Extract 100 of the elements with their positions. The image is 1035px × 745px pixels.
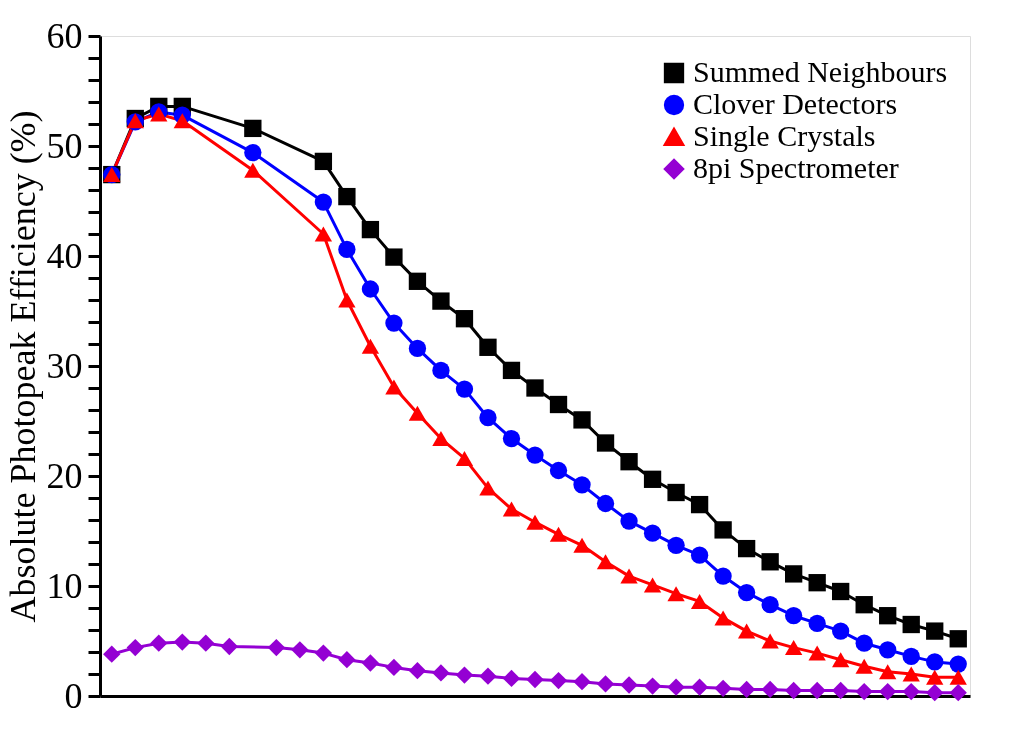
y-axis-title: Absolute Photopeak Efficiency (%) xyxy=(2,110,43,623)
point xyxy=(291,641,309,659)
point xyxy=(432,361,450,380)
point xyxy=(432,664,450,682)
point xyxy=(244,119,262,138)
point xyxy=(361,220,380,239)
point xyxy=(526,446,544,464)
point xyxy=(361,338,380,354)
point xyxy=(385,379,403,395)
point xyxy=(926,684,944,702)
point xyxy=(361,654,380,672)
point xyxy=(761,680,779,699)
point xyxy=(902,615,920,634)
point xyxy=(173,633,191,651)
point xyxy=(879,607,897,625)
point xyxy=(902,647,920,666)
point xyxy=(761,633,779,649)
point xyxy=(549,461,568,480)
point xyxy=(714,521,732,539)
point xyxy=(690,593,709,609)
point xyxy=(573,411,591,429)
point xyxy=(714,679,732,697)
legend-label: Single Crystals xyxy=(693,119,876,152)
point xyxy=(761,596,779,614)
point xyxy=(808,645,826,661)
point xyxy=(596,434,615,452)
point xyxy=(879,682,897,701)
point xyxy=(314,226,333,242)
point xyxy=(432,431,450,447)
point xyxy=(879,641,897,659)
point xyxy=(526,514,544,530)
point xyxy=(573,476,591,494)
point xyxy=(455,450,474,466)
point xyxy=(338,292,356,308)
legend-label: Summed Neighbours xyxy=(693,55,948,88)
point xyxy=(596,675,615,693)
point xyxy=(949,655,967,673)
point xyxy=(832,622,850,640)
point xyxy=(361,280,380,298)
point xyxy=(855,596,873,614)
point xyxy=(667,536,685,554)
point xyxy=(949,630,967,648)
point xyxy=(408,339,427,358)
point xyxy=(573,673,591,691)
point xyxy=(479,409,497,427)
point xyxy=(620,676,638,694)
point xyxy=(902,682,920,701)
point xyxy=(408,272,427,290)
point xyxy=(667,586,685,602)
point xyxy=(526,379,544,397)
point xyxy=(126,638,144,657)
point xyxy=(737,680,756,699)
point xyxy=(502,429,521,448)
point xyxy=(244,162,262,178)
point xyxy=(479,480,497,496)
point xyxy=(620,453,638,471)
point xyxy=(690,546,709,564)
point xyxy=(455,310,474,328)
y-tick-label: 20 xyxy=(46,455,83,496)
point xyxy=(220,637,238,656)
point xyxy=(526,670,544,689)
point xyxy=(338,651,356,669)
point xyxy=(784,565,803,583)
point xyxy=(855,634,873,652)
point xyxy=(338,187,356,206)
point xyxy=(926,622,944,640)
point xyxy=(808,574,826,592)
point xyxy=(808,614,826,633)
point xyxy=(338,240,356,259)
point xyxy=(761,553,779,571)
point xyxy=(549,671,568,690)
point xyxy=(667,483,685,502)
point xyxy=(596,494,615,513)
point xyxy=(690,495,709,514)
point xyxy=(643,524,662,542)
point xyxy=(714,610,732,626)
point xyxy=(926,669,944,685)
point xyxy=(879,664,897,680)
point xyxy=(573,537,591,553)
point xyxy=(408,405,427,421)
point xyxy=(784,607,803,625)
point xyxy=(549,395,568,414)
y-tick-label: 10 xyxy=(46,565,83,606)
point xyxy=(267,638,286,657)
point xyxy=(737,583,756,602)
point xyxy=(455,380,474,398)
point xyxy=(314,152,333,171)
point xyxy=(667,678,685,696)
point xyxy=(832,582,850,601)
point xyxy=(926,653,944,671)
point xyxy=(808,681,826,700)
point xyxy=(855,682,873,701)
y-tick-label: 30 xyxy=(46,345,83,386)
legend-label: Clover Detectors xyxy=(693,87,898,120)
point xyxy=(549,526,568,542)
point xyxy=(244,143,262,162)
legend-label: 8pi Spectrometer xyxy=(693,151,899,184)
point xyxy=(455,666,474,684)
point xyxy=(502,669,521,688)
point xyxy=(949,669,967,685)
